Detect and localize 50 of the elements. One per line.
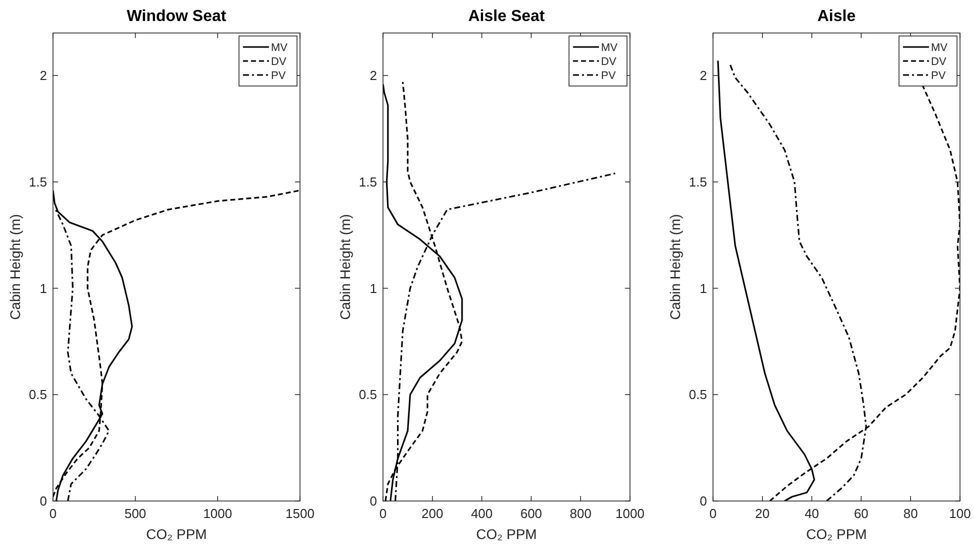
- legend-label: DV: [601, 56, 617, 68]
- y-tick-label: 0: [370, 494, 377, 508]
- legend-label: PV: [271, 70, 286, 82]
- y-tick-label: 2: [40, 68, 47, 84]
- y-tick-label: 1: [40, 280, 47, 296]
- y-axis-title: Cabin Height (m): [7, 214, 23, 320]
- x-tick-label: 1000: [616, 506, 644, 521]
- x-tick-label: 1500: [286, 506, 314, 521]
- y-tick-label: 1.5: [688, 174, 707, 190]
- y-tick-label: 0: [700, 494, 707, 508]
- x-tick-label: 800: [570, 506, 592, 521]
- x-tick-label: 200: [422, 506, 444, 521]
- legend-label: MV: [931, 42, 948, 54]
- x-tick-label: 500: [124, 506, 146, 521]
- y-tick-label: 1: [700, 280, 707, 296]
- legend-label: MV: [271, 42, 288, 54]
- y-tick-label: 2: [370, 68, 377, 84]
- y-tick-label: 0.5: [688, 387, 707, 402]
- legend-label: MV: [601, 42, 618, 54]
- y-tick-label: 1.5: [28, 174, 47, 190]
- x-tick-label: 600: [520, 506, 542, 521]
- x-axis-title: CO₂ PPM: [476, 526, 537, 542]
- y-tick-label: 0.5: [358, 387, 377, 402]
- legend-label: PV: [931, 70, 946, 82]
- y-tick-label: 2: [700, 68, 707, 84]
- y-tick-label: 1.5: [358, 174, 377, 190]
- x-tick-label: 0: [709, 506, 717, 521]
- chart-title: Aisle: [817, 8, 856, 25]
- legend-label: DV: [271, 56, 287, 68]
- x-tick-label: 0: [49, 506, 57, 521]
- y-axis-title: Cabin Height (m): [337, 214, 353, 320]
- x-axis-title: CO₂ PPM: [806, 526, 867, 542]
- x-tick-label: 1000: [203, 506, 232, 521]
- chart-title: Window Seat: [126, 8, 227, 25]
- y-tick-label: 0: [40, 494, 47, 508]
- y-tick-label: 1: [370, 280, 377, 296]
- x-tick-label: 0: [379, 506, 387, 521]
- x-tick-label: 20: [755, 506, 770, 521]
- y-tick-label: 0.5: [28, 387, 47, 402]
- y-axis-title: Cabin Height (m): [667, 214, 683, 320]
- x-axis-title: CO₂ PPM: [146, 526, 207, 542]
- x-tick-label: 40: [804, 506, 820, 521]
- x-tick-label: 60: [854, 506, 868, 521]
- x-tick-label: 100: [949, 506, 971, 521]
- chart-title: Aisle Seat: [468, 8, 546, 25]
- legend-label: PV: [601, 70, 616, 82]
- x-tick-label: 80: [903, 506, 918, 521]
- legend-label: DV: [931, 56, 947, 68]
- line-series: [53, 190, 300, 498]
- x-tick-label: 400: [470, 506, 493, 521]
